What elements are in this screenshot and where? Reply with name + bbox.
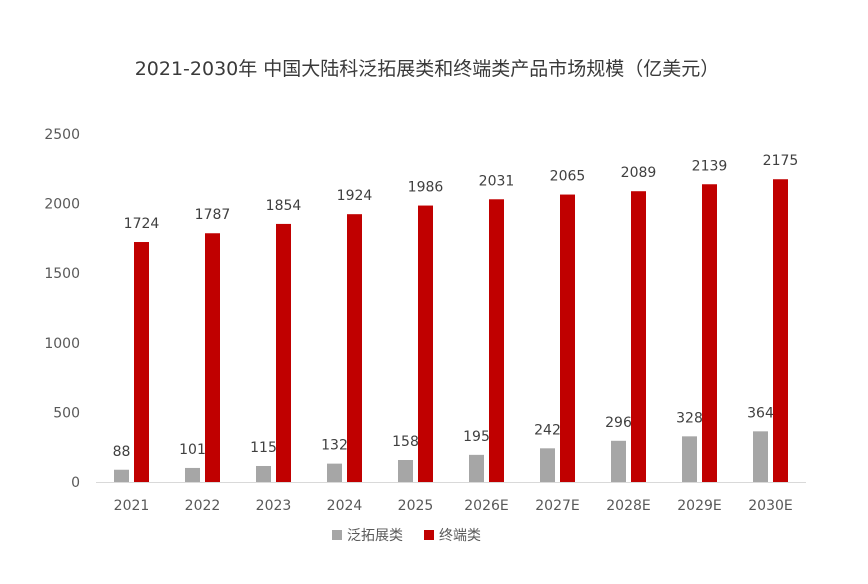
y-tick-label: 1000 [44, 336, 80, 352]
y-tick-label: 500 [53, 405, 80, 421]
data-label: 1724 [124, 216, 160, 232]
x-tick-label: 2029E [677, 498, 721, 514]
data-label: 2175 [763, 153, 799, 169]
bar-terminal-2021 [134, 242, 149, 482]
bar-expansion-2022 [185, 467, 200, 482]
bar-terminal-2025 [418, 205, 433, 482]
legend-swatch [332, 530, 342, 540]
bar-expansion-2025 [398, 460, 413, 482]
data-label: 1924 [337, 188, 373, 204]
x-tick-label: 2025 [398, 498, 434, 514]
bar-expansion-2023 [256, 465, 271, 482]
bar-expansion-2028E [611, 440, 626, 482]
data-label: 1854 [266, 198, 302, 214]
x-tick-label: 2028E [606, 498, 650, 514]
data-label: 115 [250, 440, 277, 456]
bar-expansion-2026E [469, 454, 484, 482]
data-label: 1787 [195, 207, 231, 223]
x-tick-label: 2022 [185, 498, 221, 514]
data-label: 364 [747, 405, 774, 421]
x-axis-ticks: 2021 2022 2023 2024 2025 2026E 2027E 2028E 2029E… [114, 498, 793, 514]
bar-terminal-2022 [205, 233, 220, 482]
data-label: 242 [534, 422, 561, 438]
y-tick-label: 2500 [44, 127, 80, 143]
bar-expansion-2029E [682, 436, 697, 482]
data-label: 195 [463, 429, 490, 445]
x-tick-label: 2023 [256, 498, 292, 514]
legend: 泛拓展类 终端类 [332, 528, 481, 544]
bar-expansion-2027E [540, 448, 555, 482]
data-label: 2065 [550, 169, 586, 185]
bar-terminal-2030E [773, 179, 788, 483]
x-tick-label: 2030E [748, 498, 792, 514]
data-label: 132 [321, 438, 348, 454]
data-label: 88 [113, 444, 131, 460]
legend-swatch [424, 530, 434, 540]
data-label: 1986 [408, 180, 444, 196]
legend-label: 终端类 [439, 528, 481, 544]
data-label: 328 [676, 410, 703, 426]
bar-terminal-2024 [347, 214, 362, 482]
data-label: 158 [392, 434, 419, 450]
bar-terminal-2027E [560, 194, 575, 482]
bar-terminal-2023 [276, 223, 291, 482]
x-tick-label: 2026E [464, 498, 508, 514]
chart-title: 2021-2030年 中国大陆科泛拓展类和终端类产品市场规模（亿美元） [135, 58, 720, 80]
data-label: 2139 [692, 158, 728, 174]
bar-terminal-2026E [489, 199, 504, 483]
bar-terminal-2028E [631, 191, 646, 483]
data-label: 101 [179, 442, 206, 458]
y-tick-label: 0 [71, 475, 80, 491]
data-label: 2089 [621, 165, 657, 181]
bars-group [114, 179, 788, 483]
bar-expansion-2030E [753, 431, 768, 482]
data-labels-group: 88 1724 101 1787 115 1854 132 1924 158 1986 195 203… [113, 153, 799, 460]
y-axis-ticks: 0 500 1000 1500 2000 2500 [44, 127, 80, 491]
legend-label: 泛拓展类 [347, 528, 403, 544]
bar-expansion-2021 [114, 469, 129, 482]
x-tick-label: 2024 [327, 498, 363, 514]
data-label: 296 [605, 415, 632, 431]
x-tick-label: 2021 [114, 498, 150, 514]
data-label: 2031 [479, 173, 515, 189]
y-tick-label: 2000 [44, 197, 80, 213]
bar-expansion-2024 [327, 463, 342, 482]
x-tick-label: 2027E [535, 498, 579, 514]
y-tick-label: 1500 [44, 266, 80, 282]
bar-terminal-2029E [702, 184, 717, 482]
